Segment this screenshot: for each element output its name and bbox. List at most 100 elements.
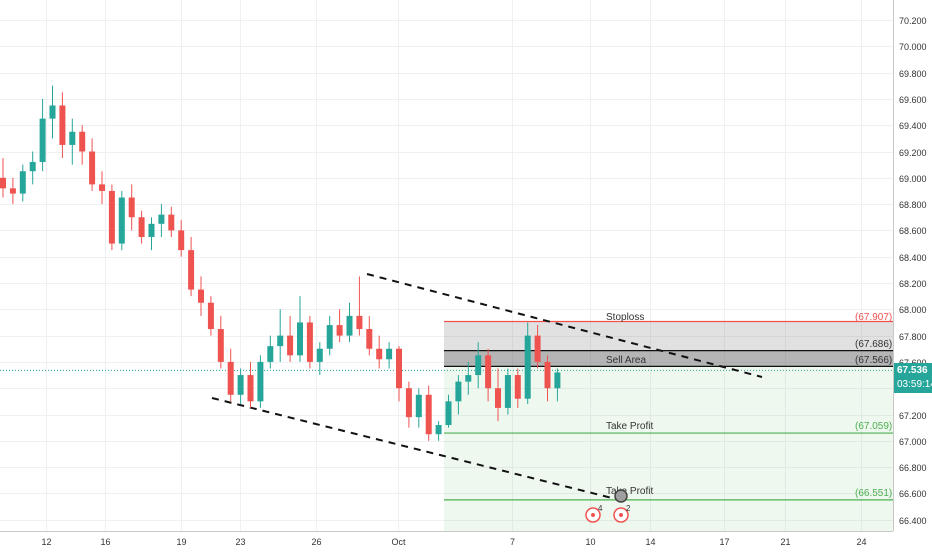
candle[interactable] bbox=[455, 375, 462, 415]
candle[interactable] bbox=[49, 85, 56, 139]
candle[interactable] bbox=[89, 138, 96, 191]
price-tick-label: 69.800 bbox=[899, 69, 927, 79]
candle[interactable] bbox=[524, 322, 531, 404]
candle[interactable] bbox=[277, 309, 284, 362]
time-tick-label: 26 bbox=[311, 537, 321, 547]
candle[interactable] bbox=[178, 219, 185, 257]
candle[interactable] bbox=[405, 381, 412, 428]
candle[interactable] bbox=[108, 184, 115, 251]
candle[interactable] bbox=[425, 385, 432, 441]
event-markers: 4 2 bbox=[585, 489, 631, 523]
price-tick-label: 67.800 bbox=[899, 332, 927, 342]
candle[interactable] bbox=[207, 296, 214, 336]
cursor-marker-icon[interactable] bbox=[614, 489, 628, 503]
price-tick-label: 67.000 bbox=[899, 437, 927, 447]
candle[interactable] bbox=[287, 315, 294, 362]
candle[interactable] bbox=[297, 296, 303, 362]
price-tick-label: 68.600 bbox=[899, 226, 927, 236]
price-axis: 66.40066.60066.80067.00067.20067.40067.6… bbox=[893, 0, 932, 550]
candle[interactable] bbox=[554, 368, 561, 402]
candle[interactable] bbox=[257, 355, 264, 408]
candle[interactable] bbox=[118, 190, 125, 251]
candle[interactable] bbox=[415, 388, 422, 428]
event-marker-dot bbox=[591, 513, 595, 517]
event-marker-count: 4 bbox=[598, 504, 603, 513]
candle[interactable] bbox=[188, 236, 195, 297]
price-tick-label: 69.200 bbox=[899, 148, 927, 158]
time-tick-label: 19 bbox=[176, 537, 186, 547]
event-marker-dot bbox=[619, 513, 623, 517]
candle[interactable] bbox=[366, 315, 373, 356]
candle[interactable] bbox=[69, 118, 76, 165]
candle[interactable] bbox=[544, 355, 551, 402]
stoploss-label: Stoploss bbox=[606, 312, 644, 323]
candle[interactable] bbox=[198, 276, 204, 316]
candle[interactable] bbox=[485, 348, 492, 402]
candle[interactable] bbox=[0, 158, 6, 198]
candle[interactable] bbox=[59, 92, 66, 159]
candle[interactable] bbox=[465, 361, 472, 395]
candle[interactable] bbox=[504, 368, 511, 415]
candle[interactable] bbox=[237, 368, 244, 404]
candle[interactable] bbox=[158, 204, 165, 237]
current-price-value: 67.536 bbox=[897, 365, 928, 376]
candle[interactable] bbox=[247, 361, 254, 408]
candle[interactable] bbox=[376, 335, 383, 369]
candle[interactable] bbox=[356, 276, 363, 336]
candle[interactable] bbox=[336, 309, 343, 343]
candle[interactable] bbox=[168, 206, 175, 237]
candle[interactable] bbox=[386, 342, 393, 369]
candle[interactable] bbox=[475, 342, 482, 389]
time-tick-label: 16 bbox=[100, 537, 110, 547]
candle[interactable] bbox=[435, 421, 442, 441]
candle[interactable] bbox=[19, 164, 26, 202]
take-profit-zone[interactable] bbox=[444, 366, 893, 531]
channel-upper-line[interactable] bbox=[366, 273, 763, 378]
time-tick-label: 21 bbox=[780, 537, 790, 547]
candle[interactable] bbox=[326, 315, 333, 356]
candle[interactable] bbox=[267, 335, 274, 369]
candle[interactable] bbox=[316, 342, 323, 376]
annotation-labels: Stoploss (67.907) (67.686) Sell Area (67… bbox=[606, 312, 892, 499]
price-tick-label: 66.400 bbox=[899, 516, 927, 526]
take-profit-1-price: (67.059) bbox=[855, 421, 892, 432]
sell-area-zone[interactable] bbox=[444, 350, 893, 367]
price-tick-label: 69.000 bbox=[899, 174, 927, 184]
candle[interactable] bbox=[39, 98, 46, 172]
price-tick-label: 67.200 bbox=[899, 411, 927, 421]
candle[interactable] bbox=[396, 346, 402, 402]
time-tick-label: 14 bbox=[645, 537, 655, 547]
candle[interactable] bbox=[217, 315, 224, 369]
price-tick-label: 68.000 bbox=[899, 305, 927, 315]
candle[interactable] bbox=[148, 217, 155, 251]
channel-lower-line[interactable] bbox=[211, 397, 613, 499]
candle[interactable] bbox=[445, 394, 452, 428]
candle[interactable] bbox=[346, 302, 353, 343]
candle[interactable] bbox=[495, 368, 501, 422]
take-profit-2-price: (66.551) bbox=[855, 488, 892, 499]
candle[interactable] bbox=[128, 184, 135, 231]
candle[interactable] bbox=[306, 315, 313, 369]
candle[interactable] bbox=[9, 177, 16, 205]
candle[interactable] bbox=[514, 368, 521, 408]
stoploss-zone[interactable] bbox=[444, 321, 893, 351]
candle[interactable] bbox=[79, 125, 86, 165]
time-tick-label: 24 bbox=[856, 537, 866, 547]
time-tick-label: 12 bbox=[41, 537, 51, 547]
current-price-badge bbox=[894, 363, 932, 393]
candle[interactable] bbox=[534, 325, 541, 369]
trade-zones bbox=[0, 320, 893, 531]
time-tick-label: 7 bbox=[510, 537, 515, 547]
candle[interactable] bbox=[138, 210, 145, 244]
candle-countdown: 03:59:14 bbox=[897, 379, 932, 390]
candle[interactable] bbox=[227, 348, 234, 402]
sell-area-bottom-price: (67.566) bbox=[855, 355, 892, 366]
candle[interactable] bbox=[99, 171, 105, 205]
time-tick-label: 10 bbox=[585, 537, 595, 547]
price-tick-label: 70.000 bbox=[899, 42, 927, 52]
stoploss-price: (67.907) bbox=[855, 312, 892, 323]
price-tick-label: 69.600 bbox=[899, 95, 927, 105]
candle[interactable] bbox=[29, 151, 36, 185]
